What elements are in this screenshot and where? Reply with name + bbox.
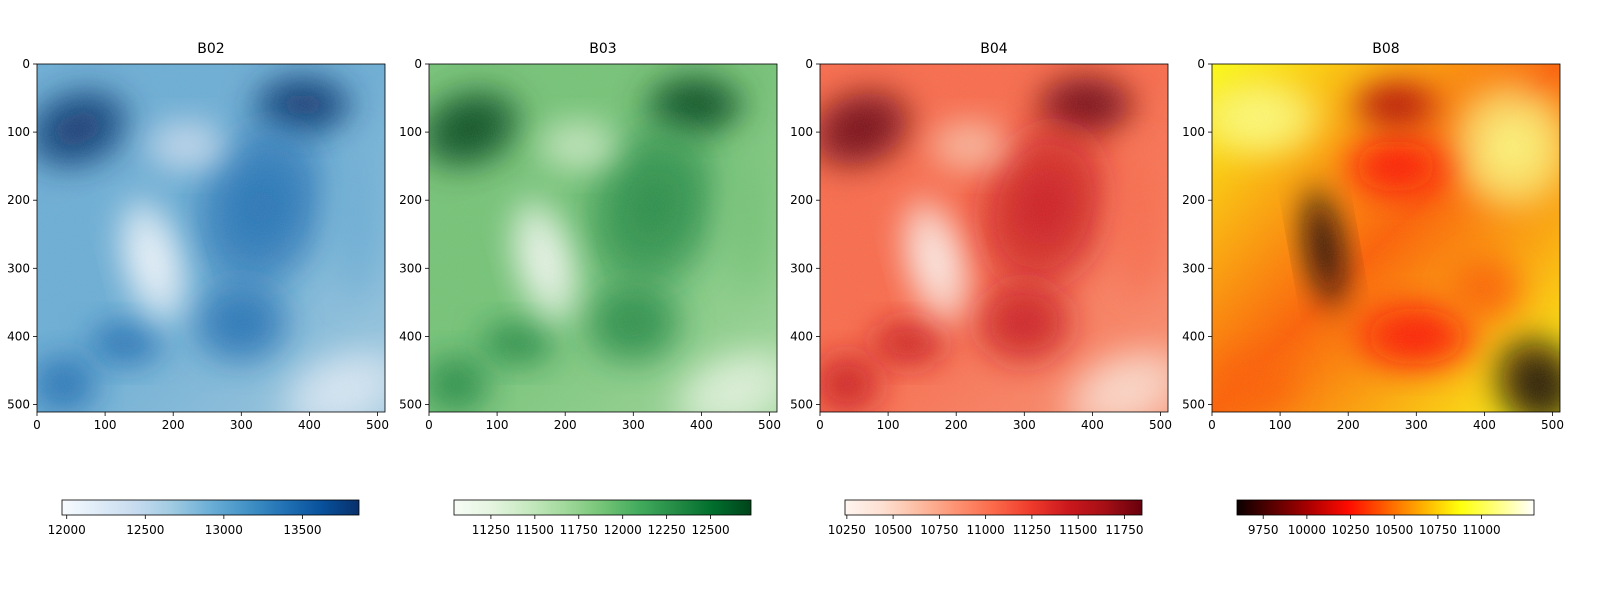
colorbar (62, 500, 359, 515)
y-tick-label: 300 (399, 261, 422, 275)
y-tick-label: 0 (1197, 57, 1205, 71)
x-tick-label: 300 (1013, 418, 1036, 432)
subplot-title: B02 (197, 41, 224, 57)
x-tick-label: 200 (1337, 418, 1360, 432)
colorbar-tick-label: 11000 (967, 523, 1005, 537)
y-tick-label: 500 (790, 398, 813, 412)
y-tick-label: 100 (1182, 125, 1205, 139)
y-tick-label: 500 (399, 398, 422, 412)
colorbar-tick-label: 11000 (1462, 523, 1500, 537)
x-tick-label: 200 (554, 418, 577, 432)
y-tick-label: 200 (399, 193, 422, 207)
colorbar-tick-label: 10750 (920, 523, 958, 537)
y-tick-label: 400 (7, 329, 30, 343)
subplot-title: B03 (589, 41, 616, 57)
x-tick-label: 100 (877, 418, 900, 432)
y-tick-label: 400 (399, 329, 422, 343)
axes-frame (1211, 63, 1561, 413)
x-tick-label: 300 (1405, 418, 1428, 432)
x-tick-label: 0 (1208, 418, 1216, 432)
colorbar-tick-label: 12250 (648, 523, 686, 537)
colorbar-tick-label: 9750 (1248, 523, 1279, 537)
colorbar-tick-label: 11500 (516, 523, 554, 537)
x-tick-label: 300 (622, 418, 645, 432)
y-tick-label: 0 (414, 57, 422, 71)
colorbar (454, 500, 751, 515)
y-tick-label: 400 (790, 329, 813, 343)
x-tick-label: 500 (758, 418, 781, 432)
colorbar-tick-label: 12000 (604, 523, 642, 537)
axes-frame (819, 63, 1169, 413)
y-tick-label: 200 (790, 193, 813, 207)
x-tick-label: 400 (690, 418, 713, 432)
colorbar-tick-label: 11500 (1059, 523, 1097, 537)
x-tick-label: 500 (1149, 418, 1172, 432)
x-tick-label: 400 (298, 418, 321, 432)
y-tick-label: 0 (22, 57, 30, 71)
heatmap-image (1212, 64, 1560, 412)
y-tick-label: 500 (7, 398, 30, 412)
colorbar-tick-label: 13500 (283, 523, 321, 537)
x-tick-label: 0 (33, 418, 41, 432)
colorbar-tick-label: 13000 (205, 523, 243, 537)
colorbar-tick-label: 12500 (691, 523, 729, 537)
y-tick-label: 100 (399, 125, 422, 139)
colorbar-tick-label: 12500 (126, 523, 164, 537)
x-tick-label: 500 (366, 418, 389, 432)
heatmap-image (37, 64, 385, 412)
y-tick-label: 100 (7, 125, 30, 139)
y-tick-label: 300 (790, 261, 813, 275)
colorbar-tick-label: 10500 (874, 523, 912, 537)
colorbar-frame (453, 499, 752, 516)
y-tick-label: 200 (1182, 193, 1205, 207)
x-tick-label: 100 (1269, 418, 1292, 432)
colorbar-tick-label: 10000 (1288, 523, 1326, 537)
colorbar-tick-label: 12000 (48, 523, 86, 537)
colorbar-tick-label: 11250 (1013, 523, 1051, 537)
y-tick-label: 500 (1182, 398, 1205, 412)
heatmap-image (429, 64, 777, 412)
x-tick-label: 300 (230, 418, 253, 432)
colorbar-frame (1236, 499, 1535, 516)
colorbar-tick-label: 11250 (472, 523, 510, 537)
subplot-title: B08 (1372, 41, 1399, 57)
colorbar-frame (844, 499, 1143, 516)
y-tick-label: 200 (7, 193, 30, 207)
colorbar-tick-label: 11750 (1105, 523, 1143, 537)
x-tick-label: 200 (162, 418, 185, 432)
y-tick-label: 100 (790, 125, 813, 139)
colorbar (1237, 500, 1534, 515)
x-tick-label: 400 (1473, 418, 1496, 432)
heatmap-image (820, 64, 1168, 412)
colorbar-tick-label: 10250 (828, 523, 866, 537)
axes-frame (36, 63, 386, 413)
x-tick-label: 100 (486, 418, 509, 432)
y-tick-label: 400 (1182, 329, 1205, 343)
y-tick-label: 300 (7, 261, 30, 275)
x-tick-label: 100 (94, 418, 117, 432)
x-tick-label: 0 (425, 418, 433, 432)
colorbar-tick-label: 10750 (1419, 523, 1457, 537)
axes-frame (428, 63, 778, 413)
colorbar (845, 500, 1142, 515)
x-tick-label: 500 (1541, 418, 1564, 432)
x-tick-label: 0 (816, 418, 824, 432)
y-tick-label: 0 (805, 57, 813, 71)
colorbar-tick-label: 10500 (1375, 523, 1413, 537)
x-tick-label: 400 (1081, 418, 1104, 432)
y-tick-label: 300 (1182, 261, 1205, 275)
colorbar-tick-label: 10250 (1331, 523, 1369, 537)
colorbar-tick-label: 11750 (560, 523, 598, 537)
subplot-title: B04 (980, 41, 1008, 57)
x-tick-label: 200 (945, 418, 968, 432)
colorbar-frame (61, 499, 360, 516)
